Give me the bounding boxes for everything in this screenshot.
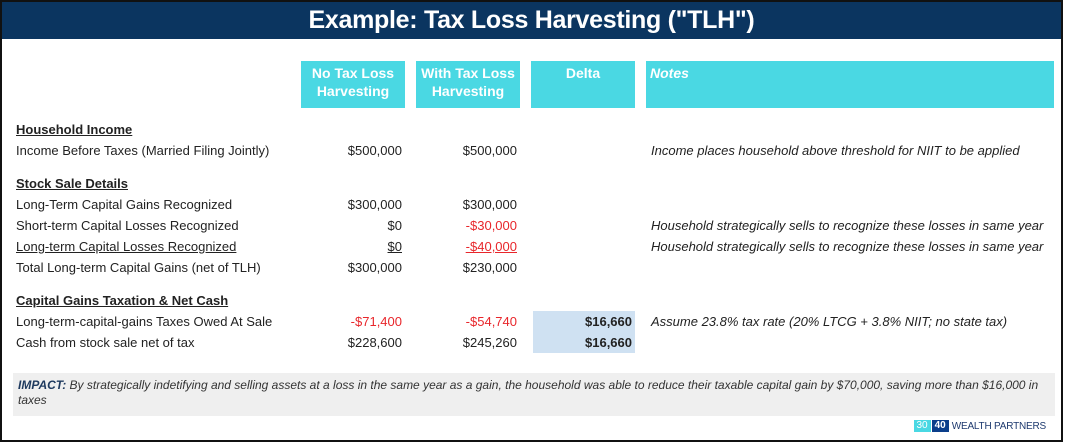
row-label: Total Long-term Capital Gains (net of TL… <box>16 260 261 275</box>
row-note: Assume 23.8% tax rate (20% LTCG + 3.8% N… <box>651 314 1008 329</box>
wealth-partners-logo: 30 40 WEALTH PARTNERS <box>913 420 1046 432</box>
row-label: Short-term Capital Losses Recognized <box>16 218 239 233</box>
table-row: Cash from stock sale net of tax $228,600… <box>16 332 1056 353</box>
value-delta: $16,660 <box>533 311 635 332</box>
section-household-income: Household Income <box>16 119 1056 140</box>
value-no-tlh: $228,600 <box>347 335 402 350</box>
section-stock-sale-details: Stock Sale Details <box>16 173 1056 194</box>
column-header-delta: Delta <box>531 61 635 108</box>
row-note: Household strategically sells to recogni… <box>651 218 1044 233</box>
logo-part-30: 30 <box>913 420 931 432</box>
value-with-tlh: $245,260 <box>462 335 517 350</box>
logo-part-40: 40 <box>931 420 949 432</box>
row-label: Long-Term Capital Gains Recognized <box>16 197 233 212</box>
value-with-tlh: -$54,740 <box>465 314 517 329</box>
section-title: Household Income <box>16 122 133 137</box>
impact-label: IMPACT: <box>18 378 67 392</box>
value-delta: $16,660 <box>533 332 635 353</box>
value-with-tlh: $300,000 <box>462 197 517 212</box>
column-header-notes: Notes <box>646 61 1054 108</box>
table-row: Income Before Taxes (Married Filing Join… <box>16 140 1056 161</box>
value-with-tlh: $230,000 <box>462 260 517 275</box>
impact-text: By strategically indetifying and selling… <box>18 378 1039 407</box>
value-text: -$40,000 <box>465 239 517 254</box>
section-title: Capital Gains Taxation & Net Cash <box>16 293 229 308</box>
row-note: Household strategically sells to recogni… <box>651 239 1044 254</box>
row-label: Long-term Capital Losses Recognized <box>16 239 237 254</box>
table-row: Long-term Capital Losses Recognized $0 -… <box>16 236 1056 257</box>
table-row: Short-term Capital Losses Recognized $0 … <box>16 215 1056 236</box>
value-no-tlh: $500,000 <box>347 143 402 158</box>
value-with-tlh: $500,000 <box>462 143 517 158</box>
value-no-tlh: $0 <box>387 218 402 233</box>
page-title: Example: Tax Loss Harvesting ("TLH") <box>2 2 1061 39</box>
logo-text: WEALTH PARTNERS <box>951 420 1046 432</box>
row-label: Cash from stock sale net of tax <box>16 335 195 350</box>
table-row: Total Long-term Capital Gains (net of TL… <box>16 257 1056 278</box>
value-text: $0 <box>387 239 402 254</box>
section-title: Stock Sale Details <box>16 176 128 191</box>
value-no-tlh: $300,000 <box>347 260 402 275</box>
value-no-tlh: $300,000 <box>347 197 402 212</box>
column-header-no-tlh: No Tax Loss Harvesting <box>301 61 405 108</box>
table-row: Long-Term Capital Gains Recognized $300,… <box>16 194 1056 215</box>
value-no-tlh: -$71,400 <box>350 314 402 329</box>
value-no-tlh: $0 <box>303 236 402 257</box>
section-capital-gains-taxation: Capital Gains Taxation & Net Cash <box>16 290 1056 311</box>
value-with-tlh: -$30,000 <box>465 218 517 233</box>
row-note: Income places household above threshold … <box>651 143 1020 158</box>
row-label: Long-term-capital-gains Taxes Owed At Sa… <box>16 314 273 329</box>
table-row: Long-term-capital-gains Taxes Owed At Sa… <box>16 311 1056 332</box>
value-with-tlh: -$40,000 <box>416 236 517 257</box>
column-header-with-tlh: With Tax Loss Harvesting <box>416 61 520 108</box>
impact-summary: IMPACT: By strategically indetifying and… <box>13 373 1055 416</box>
row-label: Income Before Taxes (Married Filing Join… <box>16 143 270 158</box>
